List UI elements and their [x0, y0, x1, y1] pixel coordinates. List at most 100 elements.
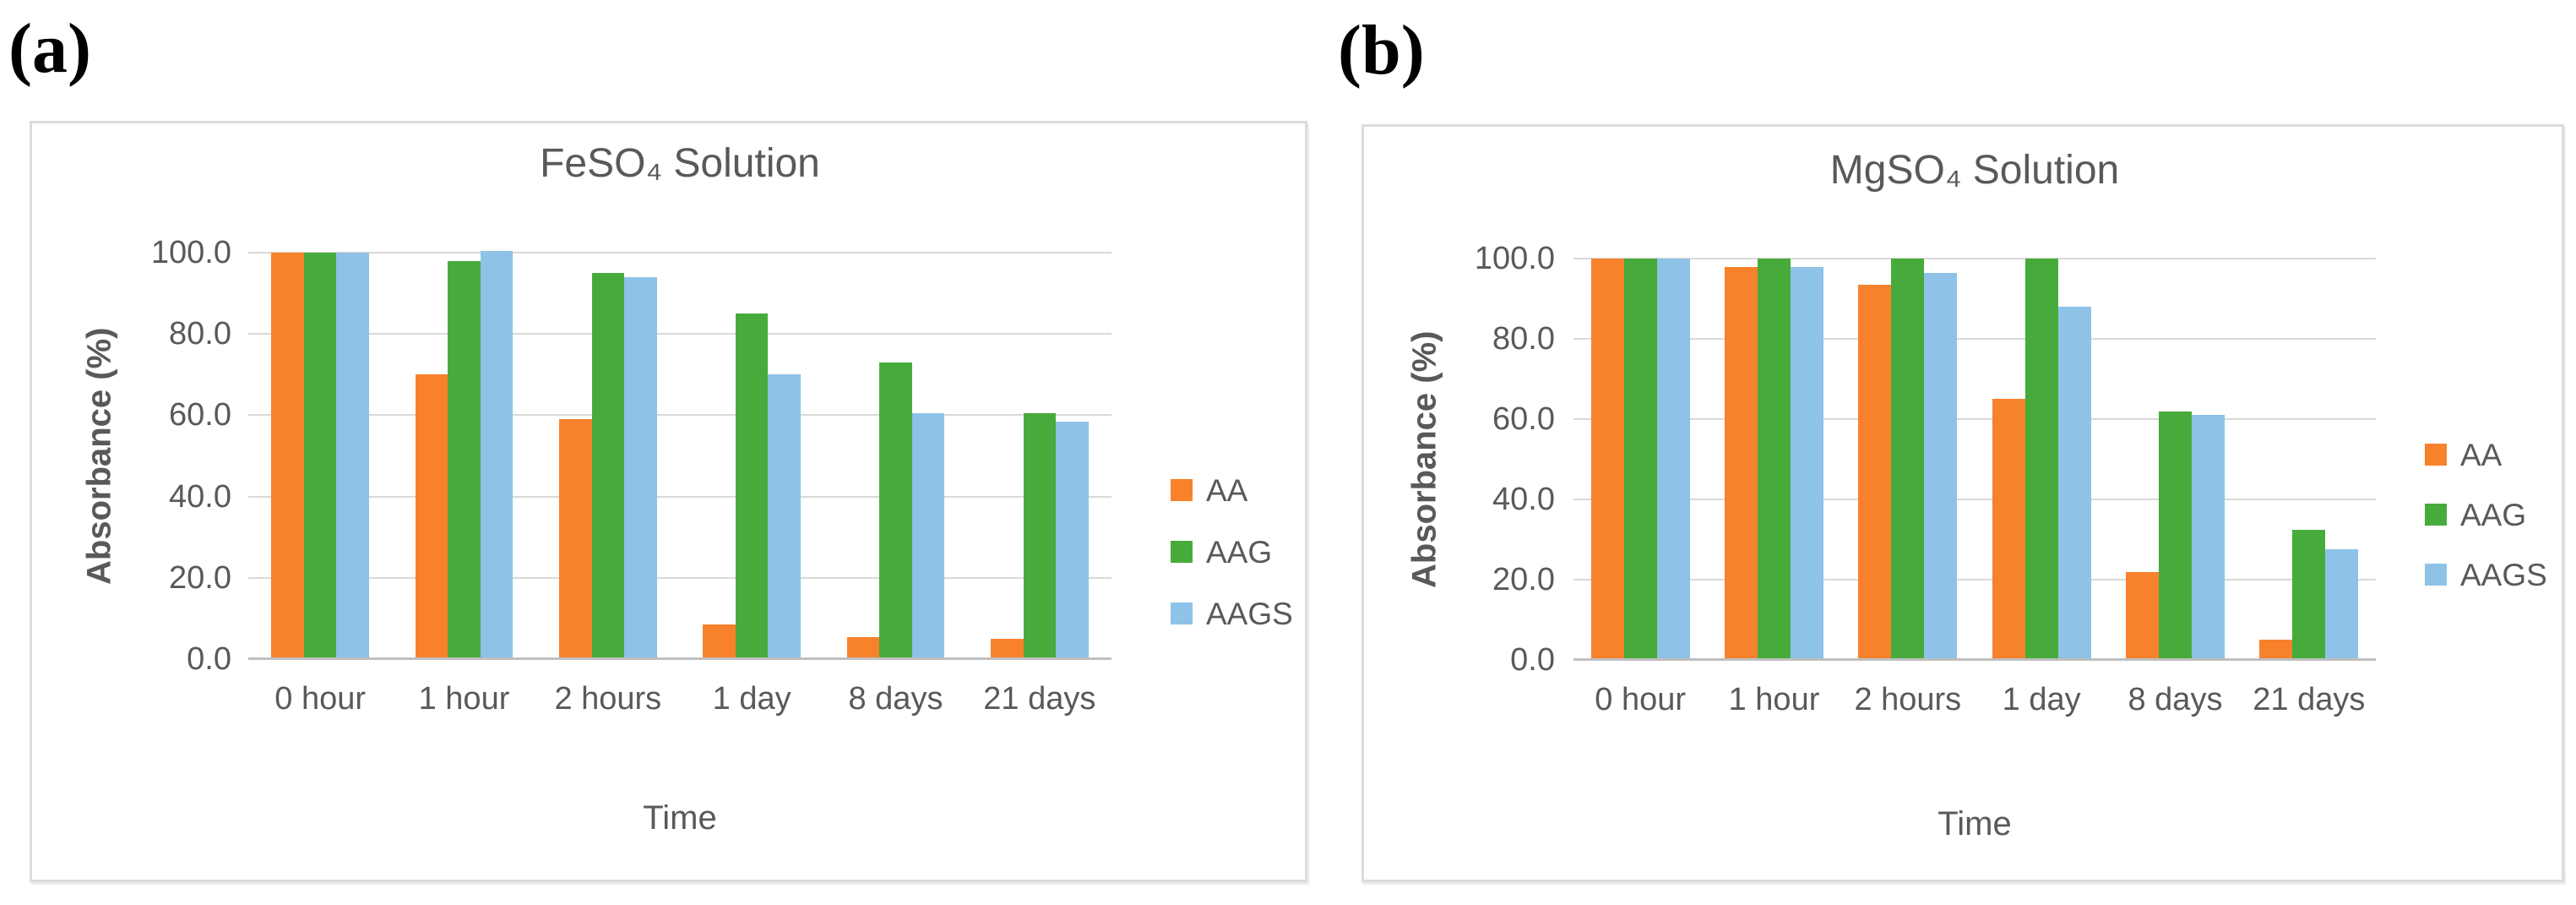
bar-aag-1-day — [2024, 259, 2058, 660]
x-label-8-days: 8 days — [848, 681, 943, 717]
gridline-60 — [248, 414, 1111, 417]
y-axis-title: Absorbance (%) — [1405, 330, 1443, 588]
bar-aag-21-days — [2292, 529, 2326, 660]
panel-b-label: (b) — [1338, 11, 1425, 90]
bar-aags-1-day — [768, 374, 802, 659]
chart-title: MgSO₄ Solution — [1829, 148, 2120, 193]
bar-aags-8-days — [2192, 415, 2225, 660]
bar-aag-0-hour — [1623, 259, 1657, 660]
bar-aa-2-hours — [1858, 284, 1892, 660]
bar-aag-8-days — [879, 362, 912, 659]
legend-label-aag: AAG — [1206, 534, 1273, 570]
gridline-100 — [1573, 258, 2376, 259]
y-axis-tick-labels: 100.0 80.0 60.0 40.0 20.0 0.0 — [1448, 240, 1555, 679]
bar-aags-21-days — [1056, 421, 1089, 659]
bar-aa-0-hour — [271, 253, 304, 659]
x-label-0-hour: 0 hour — [1595, 682, 1687, 717]
gridline-20 — [248, 576, 1111, 579]
x-axis-line — [1573, 658, 2376, 661]
bar-aag-21-days — [1023, 413, 1057, 659]
bar-aag-1-hour — [1757, 259, 1791, 660]
y-tick-40: 40.0 — [1492, 482, 1555, 517]
bar-aags-21-days — [2325, 549, 2359, 660]
x-label-8-days: 8 days — [2128, 682, 2223, 717]
bar-aa-21-days — [990, 638, 1024, 659]
y-axis-title: Absorbance (%) — [80, 327, 118, 585]
x-axis-title: Time — [1937, 805, 2012, 842]
bar-aag-1-day — [735, 313, 769, 659]
bar-aag-2-hours — [1891, 259, 1925, 660]
x-axis-category-labels: 0 hour 1 hour 2 hours 1 day 8 days 21 da… — [248, 681, 1111, 717]
bar-aags-0-hour — [336, 253, 370, 659]
bar-aag-2-hours — [591, 273, 625, 659]
legend-label-aa: AA — [2460, 437, 2503, 472]
bar-aa-1-day — [1992, 399, 2025, 660]
legend-swatch-aag — [2425, 504, 2447, 526]
legend: AA AAG AAGS — [1171, 473, 1293, 630]
bar-aag-8-days — [2158, 411, 2193, 660]
bar-aa-1-hour — [1724, 266, 1758, 660]
legend-item-aags: AAGS — [1171, 597, 1293, 630]
bar-aags-1-hour — [1791, 266, 1824, 660]
bar-aa-8-days — [846, 636, 880, 659]
bar-aa-8-days — [2125, 571, 2159, 660]
gridline-20 — [1573, 579, 2376, 581]
bar-aags-1-hour — [480, 250, 514, 659]
bar-aags-2-hours — [1924, 272, 1958, 660]
bar-aags-1-day — [2057, 307, 2091, 660]
plot-area — [248, 250, 1111, 660]
chart-mgso4: MgSO₄ Solution Absorbance (%) 100.0 80.0… — [1361, 124, 2564, 882]
bar-aa-21-days — [2259, 640, 2293, 660]
bar-aa-2-hours — [558, 419, 592, 659]
y-tick-60: 60.0 — [1492, 401, 1555, 437]
x-axis-category-labels: 0 hour 1 hour 2 hours 1 day 8 days 21 da… — [1573, 682, 2376, 718]
legend-swatch-aags — [2425, 564, 2447, 586]
legend-label-aags: AAGS — [1206, 596, 1293, 631]
bar-aags-2-hours — [624, 276, 657, 659]
legend-swatch-aags — [1171, 602, 1193, 624]
bar-aags-8-days — [911, 413, 945, 659]
legend-label-aags: AAGS — [2460, 557, 2547, 592]
gridline-40 — [248, 495, 1111, 498]
x-label-1-hour: 1 hour — [418, 681, 510, 717]
legend-item-aags: AAGS — [2425, 558, 2547, 592]
y-tick-100: 100.0 — [1474, 241, 1555, 276]
y-tick-20: 20.0 — [1492, 562, 1555, 597]
legend-label-aag: AAG — [2460, 497, 2527, 532]
plot-area — [1573, 258, 2376, 661]
y-tick-20: 20.0 — [169, 559, 231, 596]
panel-a-label: (a) — [8, 9, 91, 88]
gridline-80 — [1573, 338, 2376, 340]
y-tick-0: 0.0 — [187, 641, 231, 677]
chart-feso4: FeSO₄ Solution Absorbance (%) 100.0 80.0… — [30, 121, 1307, 882]
y-tick-80: 80.0 — [169, 316, 231, 352]
legend-item-aa: AA — [2425, 438, 2547, 472]
legend-swatch-aag — [1171, 541, 1193, 563]
y-tick-0: 0.0 — [1510, 642, 1555, 678]
x-label-1-day: 1 day — [2002, 682, 2081, 717]
x-label-1-day: 1 day — [712, 681, 791, 717]
bar-aa-0-hour — [1590, 259, 1624, 660]
bar-aa-1-hour — [415, 374, 448, 659]
legend-item-aag: AAG — [2425, 498, 2547, 532]
x-label-2-hours: 2 hours — [1854, 682, 1962, 717]
bar-aag-0-hour — [303, 253, 337, 659]
x-axis-line — [248, 657, 1111, 660]
x-label-0-hour: 0 hour — [274, 681, 367, 717]
legend-swatch-aa — [2425, 444, 2447, 466]
x-axis-title: Time — [643, 799, 717, 837]
gridline-40 — [1573, 499, 2376, 500]
y-tick-100: 100.0 — [150, 235, 231, 270]
gridline-100 — [248, 252, 1111, 254]
chart-title: FeSO₄ Solution — [540, 141, 820, 186]
bar-aa-1-day — [703, 624, 736, 659]
gridline-60 — [1573, 418, 2376, 420]
x-label-2-hours: 2 hours — [554, 681, 662, 717]
legend-item-aag: AAG — [1171, 535, 1293, 569]
y-tick-40: 40.0 — [169, 478, 231, 515]
y-tick-60: 60.0 — [169, 397, 231, 433]
bar-aag-1-hour — [448, 260, 481, 659]
legend-swatch-aa — [1171, 479, 1193, 501]
gridline-80 — [248, 333, 1111, 335]
legend: AA AAG AAGS — [2425, 438, 2547, 592]
